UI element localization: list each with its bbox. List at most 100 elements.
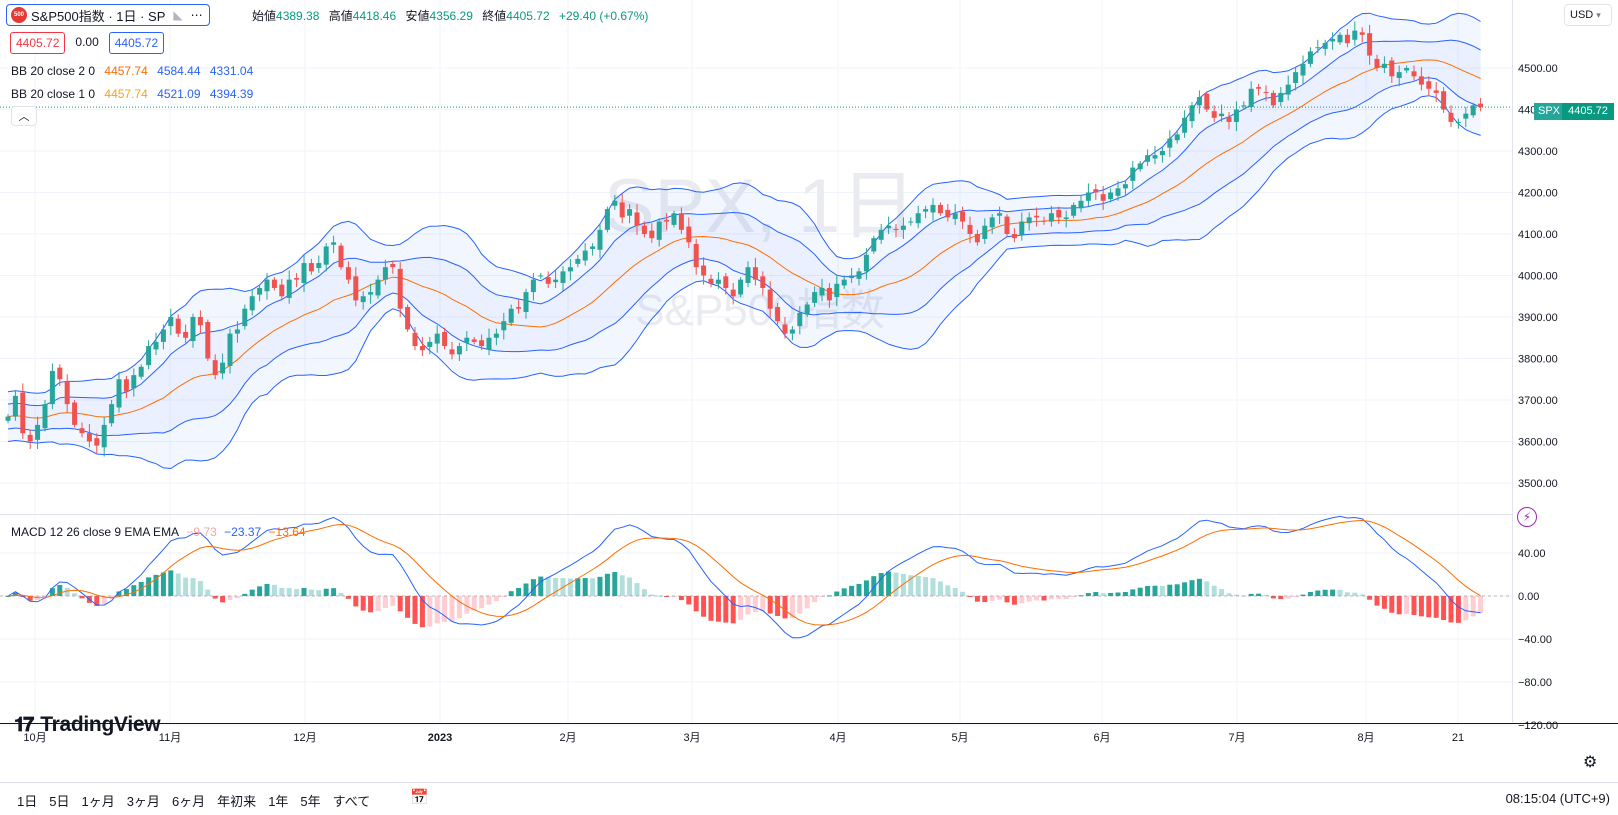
macd-histogram-bar [553,577,559,596]
macd-histogram-bar [1322,589,1328,596]
sell-price-button[interactable]: 4405.72 [10,32,66,54]
candle-body [1078,200,1084,209]
macd-histogram-bar [1300,594,1306,596]
candle-body [1300,63,1306,76]
tradingview-text: TradingView [40,713,161,736]
macd-histogram-bar [42,596,48,597]
candle-body [1159,151,1165,156]
candle-body [1352,30,1358,40]
indicator-bb2-legend[interactable]: BB 20 close 2 0 4457.74 4584.44 4331.04 [11,64,259,78]
range-button[interactable]: 年初来 [217,794,257,809]
candle-body [767,289,773,309]
candle-body [1019,221,1025,235]
macd-histogram-bar [582,578,588,596]
macd-histogram-bar [1248,593,1254,596]
candle-body [286,279,292,298]
macd-histogram-bar [353,596,359,607]
macd-histogram-bar [871,576,877,596]
candle-body [1433,90,1439,93]
candle-body [1426,81,1432,89]
candle-body [168,317,174,327]
macd-histogram-bar [442,596,448,623]
candle-body [1137,163,1143,170]
candle-body [604,209,610,230]
flag-icon[interactable]: ◣ [173,8,183,22]
range-button[interactable]: 5年 [300,794,321,809]
macd-histogram-bar [1359,594,1365,596]
candle-body [1167,138,1173,148]
candle-body [20,392,26,434]
macd-histogram-bar [945,585,951,596]
macd-histogram-bar [841,588,847,596]
macd-histogram-bar [64,587,70,596]
candle-body [900,225,906,230]
candle-body [1182,117,1188,133]
candle-body [1174,134,1180,141]
buy-price-button[interactable]: 4405.72 [108,32,165,54]
candle-body [12,395,18,417]
candle-body [878,229,884,240]
candle-body [1041,220,1047,222]
candle-body [560,271,566,283]
range-button[interactable]: 3ヶ月 [126,794,160,809]
more-dots-icon[interactable]: ⋯ [190,8,203,22]
time-tick-label: 8月 [1357,732,1374,744]
macd-legend[interactable]: MACD 12 26 close 9 EMA EMA −9.73 −23.37 … [11,525,310,539]
macd-histogram-bar [656,595,662,597]
candle-body [664,219,670,222]
open-value: 4389.38 [276,9,320,23]
macd-histogram-bar [49,588,55,596]
candle-body [849,275,855,278]
candle-body [641,225,647,234]
range-button[interactable]: 1日 [17,794,38,809]
indicator-bb1-legend[interactable]: BB 20 close 1 0 4457.74 4521.09 4394.39 [11,87,259,101]
symbol-logo: 500 [11,7,27,23]
close-label: 終値 [482,9,507,23]
candle-body [1048,213,1054,222]
calendar-range-icon[interactable]: 📅 [410,789,429,806]
macd-histogram-bar [1330,589,1336,596]
candle-body [109,404,115,424]
candle-body [42,404,48,429]
indicator-basis: 4457.74 [104,64,148,78]
range-button[interactable]: 5日 [49,794,70,809]
macd-histogram-bar [1189,580,1195,596]
candle-body [612,200,618,206]
candle-body [1219,113,1225,117]
macd-histogram-bar [464,596,470,614]
candle-body [974,234,980,243]
macd-histogram-bar [997,596,1003,600]
currency-button[interactable]: USD ▾ [1564,4,1612,26]
macd-histogram-bar [279,587,285,596]
settings-gear-icon[interactable]: ⚙ [1583,754,1598,771]
range-button[interactable]: 1年 [268,794,289,809]
range-button[interactable]: 1ヶ月 [81,794,115,809]
candle-body [464,337,470,343]
candle-body [1441,91,1447,110]
flash-icon[interactable]: ⚡ [1517,507,1537,527]
macd-histogram-bar [1448,596,1454,623]
candle-body [1063,217,1069,220]
chart-canvas[interactable]: SPX, 1日S&P500指数4500.004400.004300.004200… [0,0,1618,782]
macd-histogram-bar [1426,596,1432,618]
tradingview-logo[interactable]: 𝟏𝟕 TradingView [14,713,161,737]
range-button[interactable]: すべて [332,794,371,809]
candle-body [57,367,63,380]
last-symbol-label: SPX [1534,103,1565,120]
macd-histogram-bar [1145,585,1151,596]
macd-histogram-bar [915,575,921,596]
candle-body [760,276,766,288]
candle-body [1152,155,1158,159]
macd-histogram-bar [493,596,499,602]
time-tick-label: 12月 [293,732,316,744]
macd-histogram-bar [575,578,581,596]
collapse-legend-button[interactable]: ︿ [11,106,37,126]
range-button[interactable]: 6ヶ月 [171,794,206,809]
price-tick-label: 4500.00 [1518,63,1558,75]
candle-body [146,346,152,366]
time-display[interactable]: 08:15:04 (UTC+9) [1505,791,1610,806]
candle-body [449,349,455,355]
high-value: 4418.46 [352,9,397,23]
symbol-selector[interactable]: 500 S&P500指数 · 1日 · SP ◣ ⋯ [6,4,210,26]
candle-body [1389,60,1395,77]
